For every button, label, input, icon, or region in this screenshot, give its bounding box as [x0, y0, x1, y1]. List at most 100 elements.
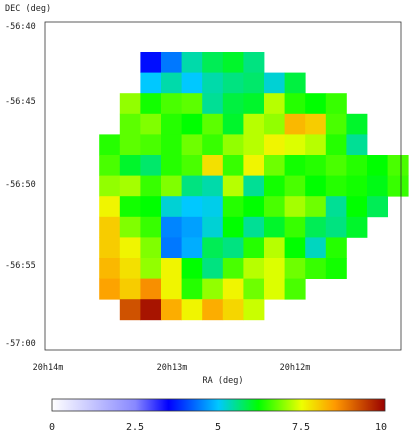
heatmap-cell [346, 216, 368, 238]
heatmap-cell [305, 155, 327, 176]
x-axis-label: RA (deg) [203, 376, 244, 386]
heatmap-cell [140, 134, 162, 156]
heatmap-cell [284, 258, 306, 279]
heatmap-cell [243, 155, 265, 176]
heatmap-cell [161, 258, 182, 279]
heatmap-cell [222, 216, 244, 238]
heatmap-cell [325, 155, 347, 176]
heatmap-cell [161, 113, 182, 135]
heatmap-cell [181, 113, 203, 135]
heatmap-cell [243, 113, 265, 135]
heatmap-cell [243, 175, 265, 197]
heatmap-cell [264, 196, 285, 218]
colorbar [51, 398, 386, 412]
heatmap-cell [284, 175, 306, 197]
heatmap-cell [325, 216, 347, 238]
heatmap-cell [181, 258, 203, 279]
heatmap-cell [140, 237, 162, 259]
heatmap-cell [222, 93, 244, 115]
heatmap-cell [264, 258, 285, 279]
heatmap-cell [305, 175, 327, 197]
y-tick-label: -56:40 [5, 22, 36, 32]
colorbar-tick-label: 7.5 [292, 422, 310, 433]
heatmap-cell [264, 175, 285, 197]
heatmap-cell [305, 134, 327, 156]
heatmap-cell [119, 134, 141, 156]
heatmap-cell [161, 93, 182, 115]
heatmap-cell [140, 52, 162, 73]
heatmap-cell [243, 216, 265, 238]
heatmap-cell [119, 237, 141, 259]
heatmap-cell [305, 216, 327, 238]
heatmap-cell [202, 216, 224, 238]
heatmap-cell [346, 113, 368, 135]
heatmap-cell [284, 72, 306, 94]
heatmap-cell [367, 196, 388, 218]
heatmap-cell [222, 175, 244, 197]
y-tick-label: -56:45 [5, 97, 36, 107]
heatmap-cell [202, 196, 224, 218]
heatmap-cell [222, 155, 244, 176]
heatmap-cell [243, 52, 265, 73]
heatmap-cell [161, 175, 182, 197]
heatmap-cell [140, 258, 162, 279]
heatmap-cell [325, 113, 347, 135]
heatmap-cell [99, 216, 121, 238]
heatmap-cell [99, 175, 121, 197]
heatmap-cell [119, 196, 141, 218]
heatmap-cell [264, 93, 285, 115]
heatmap-cell [222, 258, 244, 279]
heatmap-cell [99, 278, 121, 300]
heatmap-cell [202, 155, 224, 176]
colorbar-tick-label: 5 [215, 422, 221, 433]
heatmap-cell [140, 93, 162, 115]
heatmap-cell [284, 134, 306, 156]
heatmap-cell [181, 93, 203, 115]
heatmap-cell [119, 216, 141, 238]
heatmap-cell [140, 278, 162, 300]
x-tick-label: 20h14m [33, 363, 64, 373]
x-tick-label: 20h12m [280, 363, 311, 373]
heatmap-cell [305, 113, 327, 135]
heatmap-cell [181, 216, 203, 238]
heatmap-cell [222, 299, 244, 321]
heatmap-cell [140, 72, 162, 94]
heatmap-cell [202, 258, 224, 279]
heatmap-cell [181, 134, 203, 156]
heatmap-cell [243, 196, 265, 218]
heatmap-cell [181, 299, 203, 321]
y-tick-labels: -56:40 -56:45 -56:50 -56:55 -57:00 [5, 22, 36, 349]
heatmap-cell [181, 52, 203, 73]
heatmap-cell [325, 93, 347, 115]
y-tick-label: -56:50 [5, 180, 36, 190]
heatmap-cell [181, 175, 203, 197]
heatmap-cell [243, 72, 265, 94]
heatmap-cell [140, 196, 162, 218]
heatmap-cell [367, 155, 388, 176]
heatmap-cell [119, 278, 141, 300]
heatmap-cell [284, 196, 306, 218]
colorbar-tick-label: 2.5 [126, 422, 144, 433]
heatmap-cell [202, 72, 224, 94]
heatmap-cell [202, 52, 224, 73]
heatmap-cell [161, 72, 182, 94]
heatmap-cell [367, 175, 388, 197]
cell-layer [99, 52, 409, 321]
heatmap-cell [202, 299, 224, 321]
heatmap-cell [161, 278, 182, 300]
heatmap-cell [243, 237, 265, 259]
heatmap-cell [346, 196, 368, 218]
heatmap-cell [161, 237, 182, 259]
heatmap-cell [119, 155, 141, 176]
heatmap-cell [202, 278, 224, 300]
heatmap-cell [119, 113, 141, 135]
heatmap-cell [264, 72, 285, 94]
heatmap-cell [161, 52, 182, 73]
heatmap-cell [346, 155, 368, 176]
heatmap-cell [325, 134, 347, 156]
heatmap-cell [305, 93, 327, 115]
heatmap-cell [284, 237, 306, 259]
heatmap-cell [140, 113, 162, 135]
heatmap-cell [119, 93, 141, 115]
